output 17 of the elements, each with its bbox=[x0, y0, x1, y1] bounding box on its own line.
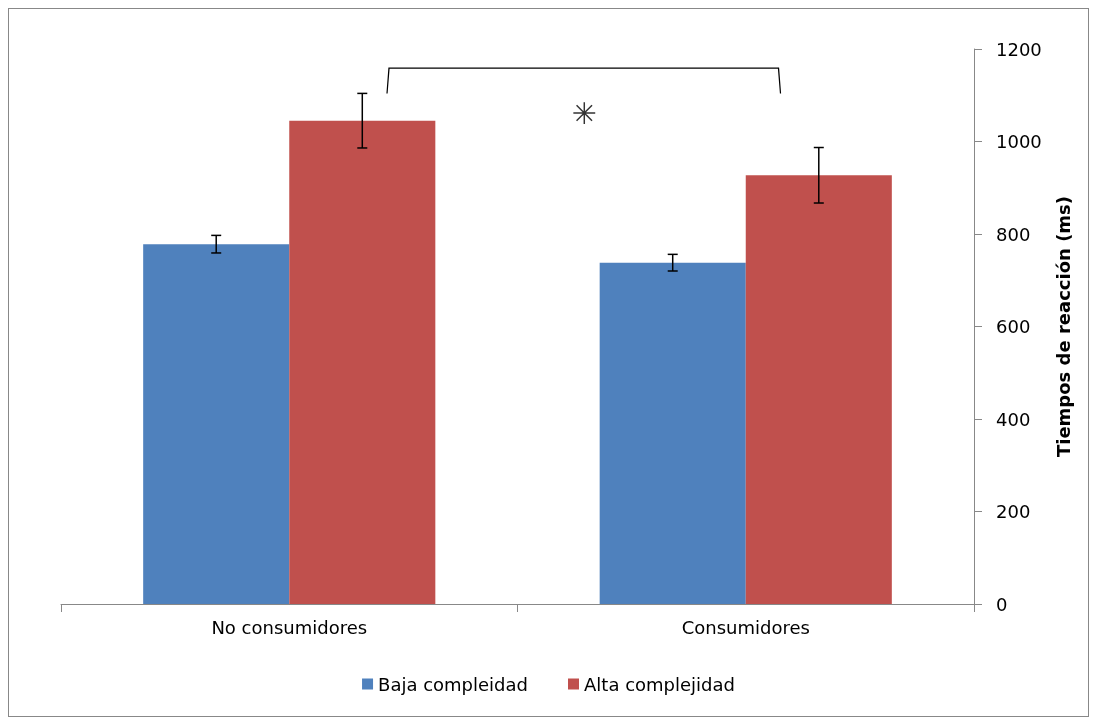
y-tick-label: 1200 bbox=[996, 38, 1042, 60]
legend-label: Baja compleidad bbox=[378, 673, 529, 695]
bar bbox=[745, 175, 892, 604]
y-tick-label: 200 bbox=[996, 501, 1031, 522]
bar bbox=[599, 262, 746, 604]
y-tick-label: 400 bbox=[996, 408, 1031, 430]
y-tick-label: 1000 bbox=[996, 131, 1042, 152]
bar bbox=[289, 120, 436, 604]
x-tick-label: No consumidores bbox=[211, 616, 368, 638]
y-axis-title: Tiempos de reacción (ms) bbox=[1052, 195, 1074, 458]
legend-label: Alta complejidad bbox=[584, 673, 735, 695]
y-tick-label: 800 bbox=[996, 223, 1031, 245]
bar bbox=[143, 244, 290, 604]
x-tick-label: Consumidores bbox=[681, 616, 810, 638]
annotation: ✳ bbox=[571, 96, 597, 132]
y-tick-label: 0 bbox=[996, 593, 1008, 615]
y-tick-label: 600 bbox=[996, 316, 1031, 337]
